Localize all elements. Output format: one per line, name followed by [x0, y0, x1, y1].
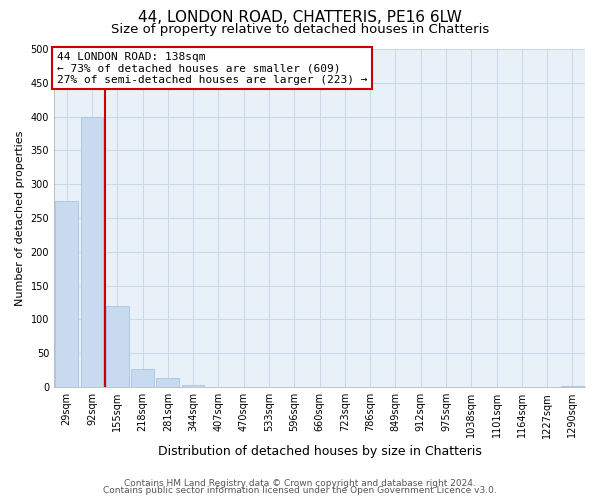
Y-axis label: Number of detached properties: Number of detached properties — [15, 130, 25, 306]
Text: 44, LONDON ROAD, CHATTERIS, PE16 6LW: 44, LONDON ROAD, CHATTERIS, PE16 6LW — [138, 10, 462, 25]
X-axis label: Distribution of detached houses by size in Chatteris: Distribution of detached houses by size … — [158, 444, 481, 458]
Bar — [157, 378, 179, 387]
Text: Contains HM Land Registry data © Crown copyright and database right 2024.: Contains HM Land Registry data © Crown c… — [124, 478, 476, 488]
Bar — [182, 385, 205, 387]
Text: 44 LONDON ROAD: 138sqm
← 73% of detached houses are smaller (609)
27% of semi-de: 44 LONDON ROAD: 138sqm ← 73% of detached… — [56, 52, 367, 85]
Text: Size of property relative to detached houses in Chatteris: Size of property relative to detached ho… — [111, 22, 489, 36]
Text: Contains public sector information licensed under the Open Government Licence v3: Contains public sector information licen… — [103, 486, 497, 495]
Bar — [80, 116, 103, 387]
Bar — [561, 386, 584, 387]
Bar — [131, 369, 154, 387]
Bar — [106, 306, 128, 387]
Bar — [55, 201, 78, 387]
